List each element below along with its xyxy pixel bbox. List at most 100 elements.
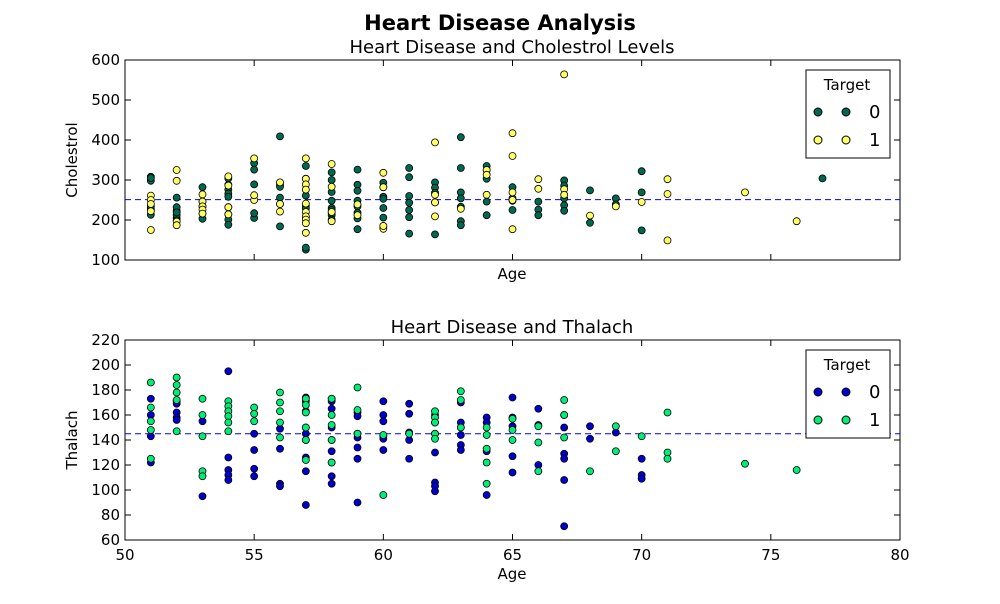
cholesterol-point-series-0 [276, 193, 284, 202]
thalach-point-series-0 [327, 472, 336, 481]
thalach-point-series-1 [172, 427, 181, 436]
cholesterol-point-series-1 [508, 129, 517, 138]
thalach-point-series-1 [198, 472, 207, 481]
cholesterol-point-series-1 [172, 176, 181, 185]
cholesterol-point-series-0 [301, 243, 310, 252]
thalach-point-series-1 [198, 411, 207, 419]
cholesterol-chart: Heart Disease and Cholestrol Levels Age … [63, 37, 901, 283]
thalach-point-series-1 [172, 396, 181, 404]
cholesterol-y-tick-label: 200 [91, 211, 120, 229]
thalach-point-series-0 [379, 397, 388, 406]
thalach-point-series-0 [198, 492, 207, 501]
cholesterol-point-series-0 [405, 192, 414, 200]
cholesterol-point-series-1 [276, 178, 284, 187]
thalach-point-series-1 [611, 447, 620, 456]
thalach-point-series-0 [353, 454, 362, 463]
thalach-point-series-1 [482, 479, 491, 488]
cholesterol-point-series-1 [508, 188, 517, 197]
thalach-point-series-0 [146, 394, 155, 403]
cholesterol-point-series-1 [276, 207, 284, 216]
cholesterol-point-series-1 [224, 181, 233, 190]
cholesterol-point-series-0 [560, 206, 569, 215]
cholesterol-legend-marker-0b [841, 107, 851, 117]
cholesterol-point-series-1 [353, 211, 362, 220]
thalach-y-tick-label: 60 [101, 531, 120, 549]
thalach-point-series-1 [146, 454, 155, 463]
cholesterol-point-series-0 [276, 222, 284, 231]
cholesterol-point-series-0 [198, 183, 207, 192]
thalach-point-series-1 [276, 433, 284, 442]
cholesterol-point-series-0 [431, 230, 439, 239]
thalach-legend-marker-0a [813, 387, 823, 397]
thalach-legend-label-0: 0 [869, 382, 880, 403]
thalach-legend-title: Target [823, 356, 871, 374]
thalach-point-series-1 [146, 378, 155, 387]
cholesterol-point-series-1 [327, 208, 336, 216]
thalach-point-series-0 [560, 522, 569, 531]
thalach-point-series-1 [301, 423, 310, 432]
cholesterol-point-series-1 [611, 202, 620, 211]
thalach-point-series-0 [586, 434, 594, 443]
thalach-point-series-1 [301, 401, 310, 409]
cholesterol-point-series-1 [172, 166, 181, 174]
thalach-point-series-1 [276, 388, 284, 397]
thalach-point-series-0 [560, 476, 569, 484]
cholesterol-point-series-1 [353, 200, 362, 209]
cholesterol-point-series-1 [482, 170, 491, 179]
cholesterol-point-series-0 [224, 220, 233, 229]
cholesterol-point-series-1 [301, 154, 310, 163]
cholesterol-point-series-1 [146, 200, 155, 208]
cholesterol-y-tick-label: 400 [91, 131, 120, 149]
thalach-point-series-1 [353, 383, 362, 392]
cholesterol-point-series-0 [456, 133, 465, 142]
thalach-point-series-1 [198, 432, 207, 441]
thalach-point-series-0 [560, 454, 569, 463]
cholesterol-legend-marker-1b [841, 135, 851, 145]
thalach-point-series-0 [508, 468, 517, 477]
thalach-point-series-0 [560, 423, 569, 432]
cholesterol-legend-title: Target [823, 76, 871, 94]
cholesterol-point-series-1 [250, 191, 259, 200]
thalach-y-tick-label: 200 [91, 356, 120, 374]
thalach-x-tick-label: 50 [115, 546, 134, 564]
cholesterol-point-series-1 [250, 154, 259, 163]
cholesterol-point-series-0 [327, 176, 336, 184]
thalach-point-series-1 [405, 429, 414, 438]
cholesterol-point-series-1 [456, 204, 465, 213]
thalach-point-series-0 [534, 404, 543, 413]
thalach-point-series-0 [405, 399, 414, 408]
cholesterol-point-series-1 [146, 207, 155, 216]
thalach-point-series-0 [301, 467, 310, 476]
thalach-point-series-1 [456, 396, 465, 404]
thalach-point-series-1 [482, 458, 491, 467]
thalach-point-series-1 [172, 373, 181, 382]
thalach-plot-area: 60 80 100 120 140 160 180 200 220 50 55 60 65 70 75 80 [91, 331, 909, 564]
thalach-point-series-0 [276, 482, 284, 491]
cholesterol-legend: Target 0 1 [805, 69, 891, 159]
cholesterol-point-series-1 [379, 168, 388, 177]
thalach-point-series-1 [482, 444, 491, 453]
thalach-point-series-0 [224, 453, 233, 462]
thalach-legend-marker-1b [841, 415, 851, 425]
cholesterol-point-series-0 [379, 194, 388, 203]
thalach-point-series-0 [431, 487, 439, 496]
cholesterol-point-series-1 [508, 152, 517, 160]
thalach-point-series-1 [224, 418, 233, 427]
thalach-y-tick-label: 180 [91, 381, 120, 399]
thalach-point-series-1 [301, 456, 310, 464]
cholesterol-point-series-1 [663, 236, 672, 245]
cholesterol-point-series-1 [431, 198, 439, 207]
cholesterol-point-series-0 [586, 186, 594, 195]
cholesterol-point-series-1 [482, 190, 491, 199]
thalach-legend-label-1: 1 [869, 410, 880, 431]
cholesterol-point-series-1 [301, 219, 310, 228]
cholesterol-point-series-0 [405, 173, 414, 182]
thalach-x-tick-label: 80 [890, 546, 909, 564]
cholesterol-point-series-0 [172, 193, 181, 202]
cholesterol-legend-label-1: 1 [869, 130, 880, 151]
thalach-point-series-1 [456, 387, 465, 396]
cholesterol-point-series-1 [741, 188, 749, 197]
thalach-x-tick-label: 55 [245, 546, 264, 564]
thalach-point-series-1 [327, 458, 336, 467]
